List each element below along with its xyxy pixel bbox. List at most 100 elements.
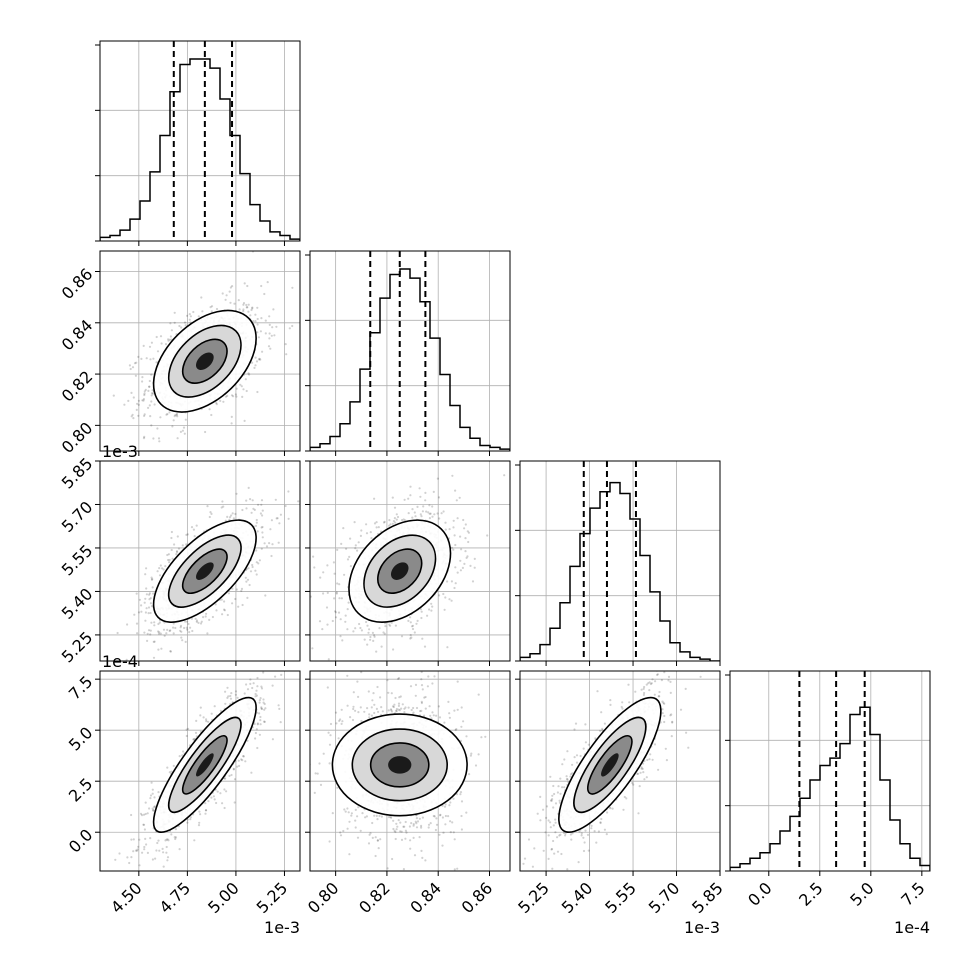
sample-point	[263, 720, 266, 724]
sample-point	[345, 547, 348, 550]
sample-point	[205, 718, 208, 721]
sample-point	[133, 362, 137, 365]
sample-point	[195, 719, 198, 723]
sample-point	[401, 703, 404, 706]
sample-point	[275, 325, 278, 328]
sample-point	[147, 406, 150, 409]
sample-point	[258, 733, 261, 736]
sample-point	[259, 358, 262, 361]
sample-point	[343, 573, 346, 576]
sample-point	[185, 543, 188, 546]
sample-point	[256, 530, 259, 533]
sample-point	[400, 635, 404, 638]
panel-frame	[309, 460, 511, 662]
sample-point	[180, 630, 183, 633]
sample-point	[132, 838, 135, 841]
sample-point	[236, 696, 239, 699]
sample-point	[210, 512, 213, 516]
sample-point	[274, 675, 277, 678]
sample-point	[368, 833, 371, 836]
sample-point	[239, 383, 242, 386]
sample-point	[454, 566, 457, 569]
sample-point	[152, 592, 155, 595]
sample-point	[156, 841, 159, 845]
sample-point	[151, 586, 154, 589]
histogram-panel-1	[305, 250, 511, 456]
sample-point	[242, 388, 245, 391]
sample-point	[338, 597, 341, 600]
sample-point	[132, 417, 135, 420]
sample-point	[420, 700, 423, 703]
sample-point	[240, 589, 243, 593]
sample-point	[152, 640, 155, 644]
sample-point	[459, 791, 463, 794]
sample-point	[253, 366, 256, 369]
sample-point	[137, 414, 140, 417]
sample-point	[373, 522, 377, 525]
sample-point	[284, 504, 287, 508]
sample-point	[145, 567, 148, 570]
sample-point	[210, 310, 213, 313]
sample-point	[147, 629, 151, 632]
sample-point	[184, 620, 187, 623]
sample-point	[268, 542, 271, 545]
sample-point	[209, 306, 212, 309]
sample-point	[125, 658, 128, 661]
sample-point	[190, 617, 193, 620]
sample-point	[192, 528, 195, 531]
sample-point	[184, 640, 187, 644]
scatter-panel-3-1: 0.80 0.82 0.84 0.86	[304, 670, 511, 917]
sample-point	[424, 859, 427, 862]
sample-point	[454, 543, 457, 547]
sample-point	[204, 615, 207, 618]
x-tick-label: 5.00	[204, 878, 243, 917]
sample-point	[186, 821, 189, 824]
sample-point	[153, 805, 156, 808]
sample-point	[245, 507, 248, 510]
sample-point	[183, 626, 186, 630]
sample-point	[249, 678, 252, 681]
sample-point	[181, 754, 184, 757]
sample-point	[319, 576, 322, 579]
sample-point	[313, 791, 316, 795]
sample-point	[172, 764, 175, 768]
sample-point	[433, 513, 436, 516]
sample-point	[200, 620, 203, 623]
sample-point	[194, 617, 197, 620]
sample-point	[229, 697, 233, 700]
sample-point	[131, 413, 134, 416]
sample-point	[318, 620, 322, 623]
sample-point	[263, 542, 266, 545]
y-tick-label: 2.5	[65, 774, 96, 805]
sample-point	[423, 696, 426, 699]
sample-point	[173, 311, 176, 314]
sample-point	[426, 614, 429, 617]
sample-point	[236, 765, 239, 768]
sample-point	[367, 631, 370, 634]
sample-point	[415, 817, 418, 820]
sample-point	[259, 697, 262, 700]
sample-point	[444, 528, 447, 531]
sample-point	[357, 541, 360, 544]
sample-point	[243, 419, 246, 422]
sample-point	[390, 710, 394, 713]
sample-point	[143, 848, 146, 851]
sample-point	[155, 849, 158, 852]
sample-point	[144, 801, 147, 804]
sample-point	[326, 564, 329, 567]
sample-point	[149, 597, 152, 600]
sample-point	[169, 335, 172, 338]
sample-point	[375, 521, 378, 524]
sample-point	[259, 715, 262, 719]
sample-point	[375, 707, 378, 711]
sample-point	[186, 314, 189, 317]
sample-point	[176, 437, 179, 440]
sample-point	[428, 608, 431, 611]
sample-point	[280, 673, 283, 677]
sample-point	[430, 602, 433, 605]
sample-point	[395, 513, 398, 516]
sample-point	[158, 631, 161, 634]
sample-point	[335, 592, 338, 595]
sample-point	[178, 324, 181, 328]
sample-point	[142, 437, 146, 440]
